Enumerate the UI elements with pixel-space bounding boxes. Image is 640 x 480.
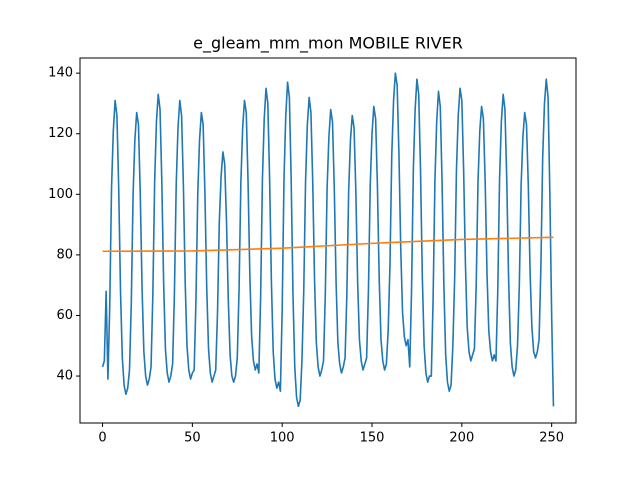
y-tick-label: 100 [48,187,73,202]
data-line [101,72,555,408]
y-tick-label: 80 [56,247,73,262]
plot-frame [79,57,577,424]
x-tick-label: 0 [98,431,106,446]
x-tick-label: 100 [270,431,295,446]
x-tick-label: 250 [539,431,564,446]
x-tick-label: 50 [184,431,201,446]
y-tick-label: 40 [56,369,73,384]
x-tick-label: 200 [449,431,474,446]
y-tick-label: 120 [48,126,73,141]
x-tick-label: 150 [360,431,385,446]
y-tick-label: 60 [56,308,73,323]
y-tick-label: 140 [48,66,73,81]
chart-title: e_gleam_mm_mon MOBILE RIVER [193,34,463,54]
data-line [102,236,554,253]
